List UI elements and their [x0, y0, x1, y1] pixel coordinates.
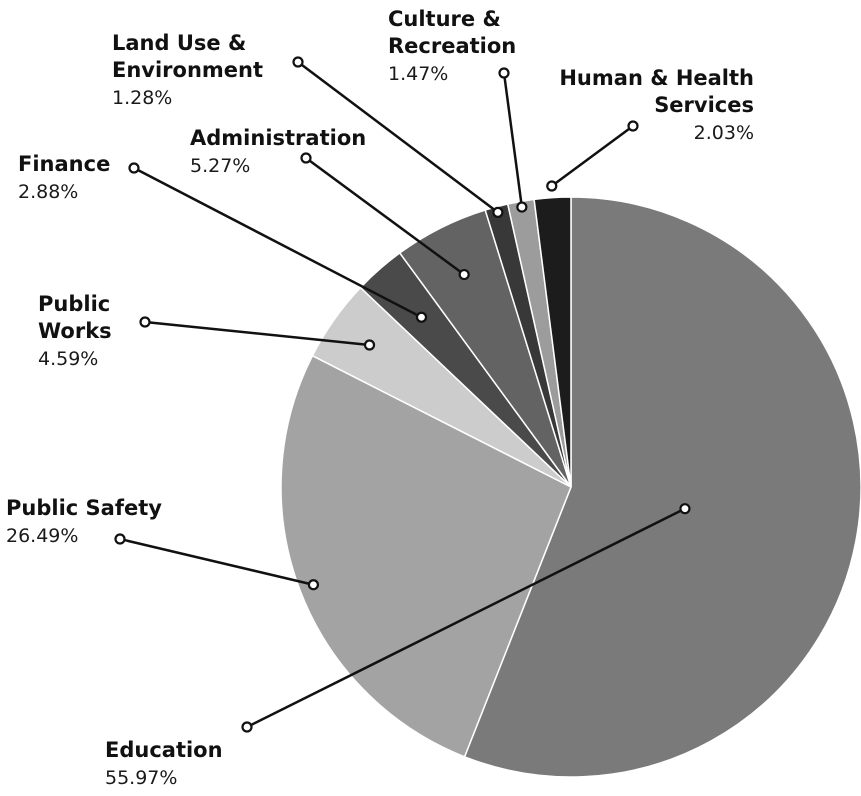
- slice-label-culture-recreation: Culture & Recreation 1.47%: [388, 7, 516, 85]
- slice-value-culture-recreation: 1.47%: [388, 63, 448, 85]
- slice-name-human-health-services-line-1: Human & Health: [559, 66, 754, 90]
- leader-line-land-use-environment: [297, 61, 499, 214]
- pie-slice-public-safety: [280, 354, 572, 758]
- pie-slice-education: [463, 196, 861, 778]
- pie-slices: [280, 196, 861, 778]
- slice-value-administration: 5.27%: [190, 155, 250, 177]
- leader-dot-label-human-health-services: [627, 120, 639, 132]
- leader-line-public-works: [144, 320, 370, 347]
- leader-line-finance: [133, 166, 423, 319]
- slice-name-administration: Administration: [190, 126, 366, 150]
- slice-value-finance: 2.88%: [18, 181, 78, 203]
- slice-name-land-use-environment-line-1: Land Use &: [112, 31, 246, 55]
- leader-dot-label-administration: [300, 152, 312, 164]
- slice-label-public-works: Public Works 4.59%: [38, 292, 112, 370]
- leader-line-public-safety: [119, 537, 314, 586]
- leader-dot-label-public-works: [139, 316, 151, 328]
- leader-dot-label-public-safety: [114, 533, 126, 545]
- slice-label-human-health-services: Human & Health Services 2.03%: [559, 66, 754, 144]
- leader-dot-slice-culture-recreation: [516, 201, 528, 213]
- slice-name-land-use-environment-line-2: Environment: [112, 58, 263, 82]
- leader-line-culture-recreation: [502, 72, 524, 208]
- slice-label-land-use-environment: Land Use & Environment 1.28%: [112, 31, 263, 109]
- leader-dot-label-land-use-environment: [292, 56, 304, 68]
- leader-dot-slice-education: [679, 503, 691, 515]
- slice-name-public-safety: Public Safety: [6, 496, 162, 520]
- slice-label-finance: Finance 2.88%: [18, 152, 110, 203]
- leader-dot-label-finance: [128, 162, 140, 174]
- slice-value-education: 55.97%: [105, 767, 177, 789]
- leader-dot-slice-human-health-services: [546, 180, 558, 192]
- leader-dot-label-education: [241, 721, 253, 733]
- slice-label-education: Education 55.97%: [105, 738, 223, 789]
- leader-dot-slice-public-safety: [307, 579, 320, 591]
- slice-name-finance: Finance: [18, 152, 110, 176]
- leader-dot-slice-land-use-environment: [492, 206, 504, 218]
- slice-label-administration: Administration 5.27%: [190, 126, 366, 177]
- slice-value-public-safety: 26.49%: [6, 525, 78, 547]
- slice-label-public-safety: Public Safety 26.49%: [6, 496, 162, 547]
- leader-dot-slice-administration: [458, 268, 470, 281]
- slice-name-human-health-services-line-2: Services: [654, 93, 754, 117]
- leader-dot-slice-finance: [415, 311, 428, 323]
- leader-line-education: [246, 507, 686, 729]
- leader-line-human-health-services: [551, 124, 634, 188]
- slice-name-public-works-line-1: Public: [38, 292, 110, 316]
- slice-name-culture-recreation-line-1: Culture &: [388, 7, 501, 31]
- slice-value-land-use-environment: 1.28%: [112, 87, 172, 109]
- slice-name-public-works-line-2: Works: [38, 319, 112, 343]
- leader-dot-slice-public-works: [363, 339, 376, 351]
- slice-value-human-health-services: 2.03%: [694, 122, 754, 144]
- slice-name-education: Education: [105, 738, 223, 762]
- slice-name-culture-recreation-line-2: Recreation: [388, 34, 516, 58]
- slice-value-public-works: 4.59%: [38, 348, 98, 370]
- leader-lines: [114, 56, 691, 733]
- leader-line-administration: [305, 156, 465, 276]
- pie-slice-human-health-services: [533, 196, 572, 488]
- leader-dot-label-culture-recreation: [498, 67, 510, 79]
